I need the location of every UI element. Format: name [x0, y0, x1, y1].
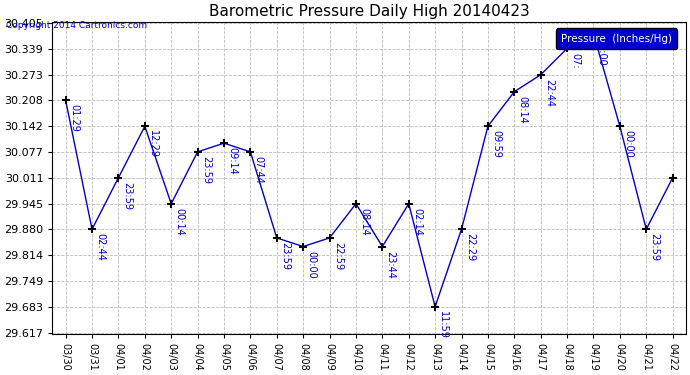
Text: 00:00: 00:00 — [306, 251, 317, 279]
Text: 08:14: 08:14 — [518, 96, 528, 124]
Text: 23:59: 23:59 — [121, 182, 132, 210]
Text: 09:59: 09:59 — [491, 130, 501, 158]
Text: 07:44: 07:44 — [254, 156, 264, 184]
Text: 22:59: 22:59 — [333, 242, 343, 270]
Text: 11:59: 11:59 — [438, 311, 449, 339]
Text: 23:59: 23:59 — [280, 242, 290, 270]
Text: 02:44: 02:44 — [95, 233, 106, 261]
Text: 23:59: 23:59 — [649, 233, 660, 261]
Text: 00:00: 00:00 — [623, 130, 633, 158]
Text: 07:: 07: — [571, 53, 580, 68]
Text: 02:14: 02:14 — [412, 208, 422, 236]
Text: 00:14: 00:14 — [175, 208, 184, 236]
Text: 23:59: 23:59 — [201, 156, 211, 184]
Text: Copyright 2014 Cartronics.com: Copyright 2014 Cartronics.com — [6, 21, 147, 30]
Legend: Pressure  (Inches/Hg): Pressure (Inches/Hg) — [556, 28, 678, 49]
Text: 22:29: 22:29 — [465, 233, 475, 261]
Text: 01:29: 01:29 — [69, 105, 79, 132]
Text: 00:00: 00:00 — [597, 38, 607, 65]
Text: 12:29: 12:29 — [148, 130, 158, 159]
Text: 22:44: 22:44 — [544, 79, 554, 107]
Text: 08:14: 08:14 — [359, 208, 369, 236]
Text: 23:44: 23:44 — [386, 251, 395, 279]
Title: Barometric Pressure Daily High 20140423: Barometric Pressure Daily High 20140423 — [209, 4, 529, 19]
Text: 09:14: 09:14 — [227, 147, 237, 175]
